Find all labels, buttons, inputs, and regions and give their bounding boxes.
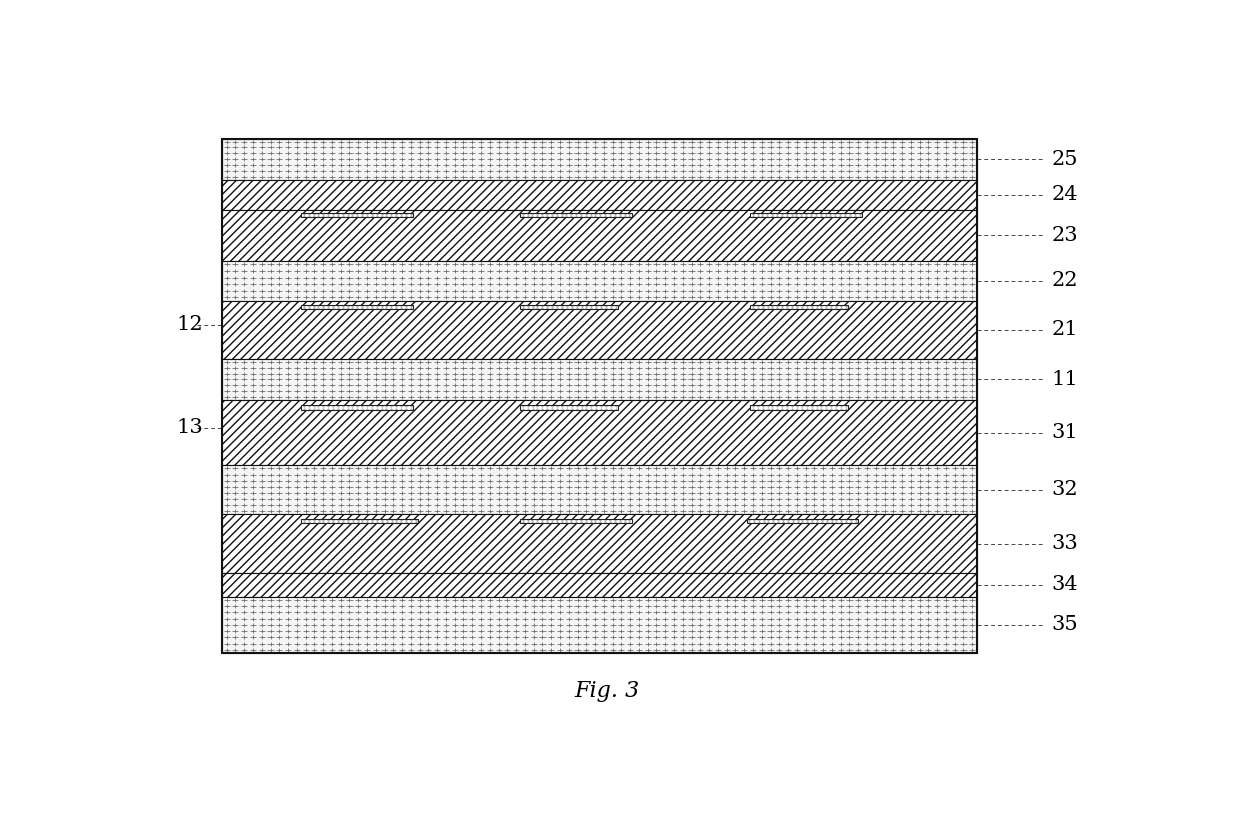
Bar [746,518,858,523]
Text: 34: 34 [1052,575,1079,594]
Text: 21: 21 [1052,320,1079,339]
Bar [750,405,848,410]
Bar [222,261,977,301]
Bar [222,359,977,400]
Bar [750,405,848,410]
Text: 12: 12 [176,315,203,334]
Bar [301,214,413,217]
Bar [222,180,977,209]
Bar [750,305,848,310]
Bar [222,139,977,180]
Bar [222,139,977,653]
Text: Fig. 3: Fig. 3 [574,680,640,702]
Bar [301,214,413,217]
Bar [521,518,632,523]
Bar [301,518,418,523]
Text: 22: 22 [1052,271,1078,290]
Bar [521,214,632,217]
Bar [521,405,619,410]
Bar [521,518,632,523]
Bar [222,301,977,359]
Bar [222,209,977,261]
Text: 13: 13 [176,418,203,437]
Bar [750,214,862,217]
Bar [301,305,413,310]
Bar [750,305,848,310]
Text: 33: 33 [1052,535,1079,553]
Bar [222,574,977,597]
Text: 24: 24 [1052,185,1078,205]
Text: 11: 11 [1052,370,1079,389]
Bar [222,597,977,653]
Bar [521,214,632,217]
Text: 35: 35 [1052,615,1079,634]
Bar [521,405,619,410]
Bar [222,465,977,514]
Bar [301,518,418,523]
Bar [301,405,413,410]
Bar [521,305,619,310]
Bar [750,214,862,217]
Text: 25: 25 [1052,150,1078,169]
Text: 23: 23 [1052,226,1079,244]
Text: 31: 31 [1052,423,1079,443]
Bar [301,305,413,310]
Bar [301,405,413,410]
Bar [746,518,858,523]
Text: 32: 32 [1052,480,1079,500]
Bar [521,305,619,310]
Bar [222,400,977,465]
Bar [222,514,977,574]
